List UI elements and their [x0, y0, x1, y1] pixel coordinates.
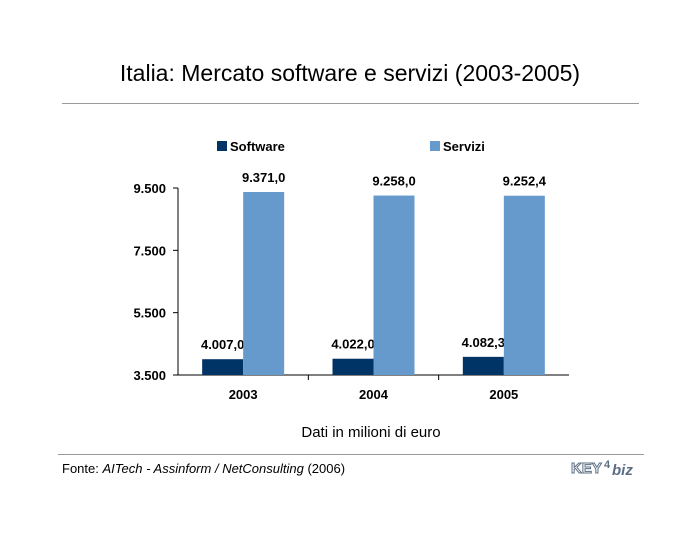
bar-software — [332, 358, 374, 375]
source-prefix: Fonte: — [62, 461, 103, 476]
bar-servizi — [503, 195, 545, 375]
legend-label: Software — [230, 139, 285, 154]
source-note: Fonte: AITech - Assinform / NetConsultin… — [62, 461, 345, 476]
source-org-aitech: AITech — [102, 461, 143, 476]
legend-swatch — [430, 141, 440, 151]
source-year: (2006) — [303, 461, 346, 476]
x-tick-label: 2005 — [489, 387, 518, 402]
units-note: Dati in milioni di euro — [301, 424, 441, 441]
logo-text-4: 4 — [604, 459, 611, 471]
logo-text-biz: biz — [612, 462, 633, 478]
data-label: 4.082,3 — [462, 335, 505, 350]
y-tick-label: 5.500 — [133, 306, 166, 321]
legend-label: Servizi — [443, 139, 485, 154]
y-tick-label: 7.500 — [133, 243, 166, 258]
bar-software — [462, 356, 504, 375]
data-label: 9.258,0 — [372, 174, 415, 189]
data-label: 9.371,0 — [242, 170, 285, 185]
bar-servizi — [373, 195, 415, 375]
footer-divider — [58, 454, 644, 455]
source-org-assinform: Assinform — [153, 461, 212, 476]
legend-swatch — [217, 141, 227, 151]
title-divider — [62, 103, 639, 104]
y-tick-label: 9.500 — [133, 181, 166, 196]
x-tick-label: 2004 — [359, 387, 389, 402]
source-separator: / — [211, 461, 223, 476]
key4biz-logo: KEY 4 biz — [571, 459, 634, 478]
bar-servizi — [243, 192, 285, 375]
source-org-netconsulting: NetConsulting — [222, 461, 304, 476]
chart-title: Italia: Mercato software e servizi (2003… — [119, 60, 581, 86]
data-label: 4.007,0 — [201, 337, 244, 352]
y-tick-label: 3.500 — [133, 368, 166, 383]
data-label: 9.252,4 — [503, 174, 547, 189]
data-label: 4.022,0 — [331, 337, 374, 352]
x-tick-label: 2003 — [229, 387, 258, 402]
source-separator: - — [142, 461, 154, 476]
logo-text-key: KEY — [571, 460, 602, 477]
bar-software — [202, 359, 244, 375]
